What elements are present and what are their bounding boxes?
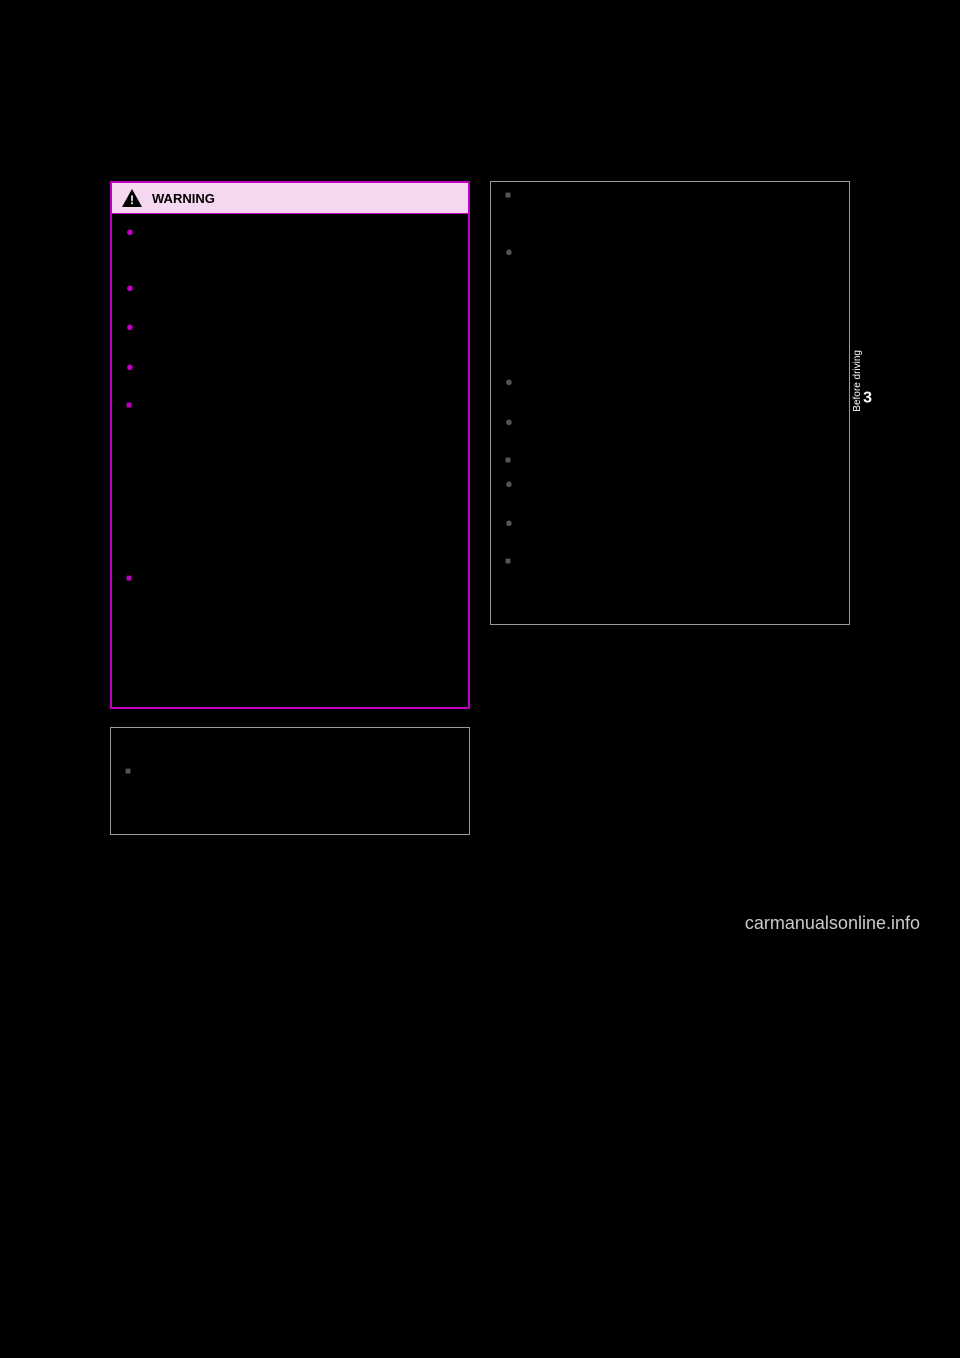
bullet-icon: ● [505, 374, 513, 407]
notice-text: Observe the following precautions. [521, 244, 697, 261]
warning-text: Do not attach metallic (chrome plated et… [142, 319, 454, 352]
notice-body: ■ Spindle (vehicles with a power back do… [491, 182, 849, 624]
warning-bullet: ● Do not attach metallic (chrome plated … [126, 319, 454, 352]
warning-body: ● Do not attach any stickers to the back… [112, 214, 468, 707]
warning-title: WARNING [152, 191, 215, 206]
bullet-icon: ● [505, 414, 513, 447]
notice-section: ■ Vehicles with a power back door Do not… [505, 554, 835, 604]
notice-text: Do not touch the damper stay rod or spin… [521, 414, 835, 447]
notice-heading-text: Spindle (vehicles with a power back door… [519, 190, 748, 202]
warning-text: Do not install a wiper other than a genu… [142, 359, 454, 392]
manual-page: 3-2. Opening, closing and locking the do… [0, 0, 960, 954]
warning-triangle-icon: ! [122, 189, 142, 207]
bullet-icon: ● [505, 476, 513, 509]
notice-section: ■ Vehicles without a power back door [505, 453, 835, 470]
square-icon: ■ [505, 453, 511, 470]
notice-heading-text: Vehicles without a power back door [519, 453, 714, 470]
watermark: carmanualsonline.info [745, 913, 920, 934]
warning-heading: Back door closer (vehicles with a power … [140, 571, 454, 688]
warning-body-text: Do not touch the lower central part of t… [140, 417, 454, 562]
warning-body-text: In the event that the back door is left … [140, 589, 452, 684]
caption: Vehicles with a power back door [505, 350, 835, 367]
content-columns: ! WARNING ● Do not attach any stickers t… [110, 181, 850, 853]
notice-heading: Damper stay (vehicles without a power ba… [139, 764, 455, 814]
warning-header: ! WARNING [112, 183, 468, 214]
square-icon: ■ [126, 398, 132, 565]
notice-box-continued: ■ Spindle (vehicles with a power back do… [490, 181, 850, 625]
warning-box: ! WARNING ● Do not attach any stickers t… [110, 181, 470, 709]
notice-title: NOTICE [151, 736, 200, 751]
square-icon: ■ [125, 764, 131, 814]
warning-bullet: ● Do not install a wiper other than a ge… [126, 359, 454, 392]
warning-text: Do not attach any stickers to the back w… [142, 224, 454, 274]
notice-section: ■ Damper stay (vehicles without a power … [125, 764, 455, 814]
right-column: ■ Spindle (vehicles with a power back do… [490, 181, 850, 853]
footer-code: SIENNA_OM_OM08026U_(U) [110, 883, 850, 894]
side-tab: Before driving 3 [850, 340, 878, 422]
notice-bullet: ● Do not attach any foreign objects, suc… [505, 374, 835, 407]
notice-text: Do not attach any foreign objects, such … [521, 374, 835, 407]
notice-subtext: Failure to do so may cause damage to the… [523, 267, 835, 317]
warning-section: ■ To prevent burns or injury Do not touc… [126, 398, 454, 565]
notice-body: ■ Damper stay (vehicles without a power … [111, 758, 469, 834]
warning-section: ■ Back door closer (vehicles with a powe… [126, 571, 454, 688]
svg-text:!: ! [130, 193, 134, 207]
notice-triangle-icon: ! [121, 734, 141, 752]
caption: Vehicles without a power back door [505, 325, 835, 342]
bullet-icon: ● [126, 359, 134, 392]
notice-body-text: Do not apply lateral forces to the spind… [519, 573, 812, 602]
notice-heading: Vehicles with a power back door Do not a… [519, 554, 835, 604]
svg-text:!: ! [129, 738, 133, 752]
notice-bullet: ● Do not place your hand on the damper s… [505, 515, 835, 548]
page-header: 3-2. Opening, closing and locking the do… [110, 130, 850, 161]
notice-bullet: ● Observe the following precautions. [505, 244, 835, 261]
notice-header: ! NOTICE [111, 728, 469, 758]
warning-bullet: ● Do not attach any stickers to the back… [126, 224, 454, 274]
section-title: 3-2. Opening, closing and locking the do… [340, 136, 590, 151]
notice-section: ■ Spindle (vehicles with a power back do… [505, 188, 835, 238]
notice-text: Do not attach any accessories other than… [521, 476, 835, 509]
notice-text: Do not place your hand on the damper sta… [521, 515, 835, 548]
page-number: 135 [820, 130, 850, 151]
warning-text: Do not attach any accessories other than… [142, 280, 454, 313]
warning-heading: To prevent burns or injury Do not touch … [140, 398, 454, 565]
bullet-icon: ● [126, 224, 134, 274]
notice-box: ! NOTICE ■ Damper stay (vehicles without… [110, 727, 470, 835]
notice-heading: Spindle (vehicles with a power back door… [519, 188, 835, 238]
square-icon: ■ [505, 188, 511, 238]
square-icon: ■ [505, 554, 511, 604]
tab-number: 3 [863, 390, 872, 408]
bullet-icon: ● [126, 280, 134, 313]
notice-bullet: ● Do not touch the damper stay rod or sp… [505, 414, 835, 447]
warning-bullet: ● Do not attach any accessories other th… [126, 280, 454, 313]
notice-body-text: The back door is equipped with damper st… [139, 783, 437, 812]
bullet-icon: ● [505, 244, 513, 261]
warning-heading-text: Back door closer (vehicles with a power … [140, 573, 421, 585]
notice-heading-text: Vehicles with a power back door [519, 556, 696, 568]
bullet-icon: ● [505, 515, 513, 548]
notice-bullet: ● Do not attach any accessories other th… [505, 476, 835, 509]
left-column: ! WARNING ● Do not attach any stickers t… [110, 181, 470, 853]
notice-heading-text: Damper stay (vehicles without a power ba… [139, 766, 413, 778]
notice-body-text: The back door is equipped with spindles … [519, 207, 818, 236]
square-icon: ■ [126, 571, 132, 688]
bullet-icon: ● [126, 319, 134, 352]
tab-label: Before driving [852, 350, 863, 412]
warning-heading-text: To prevent burns or injury [140, 400, 282, 412]
